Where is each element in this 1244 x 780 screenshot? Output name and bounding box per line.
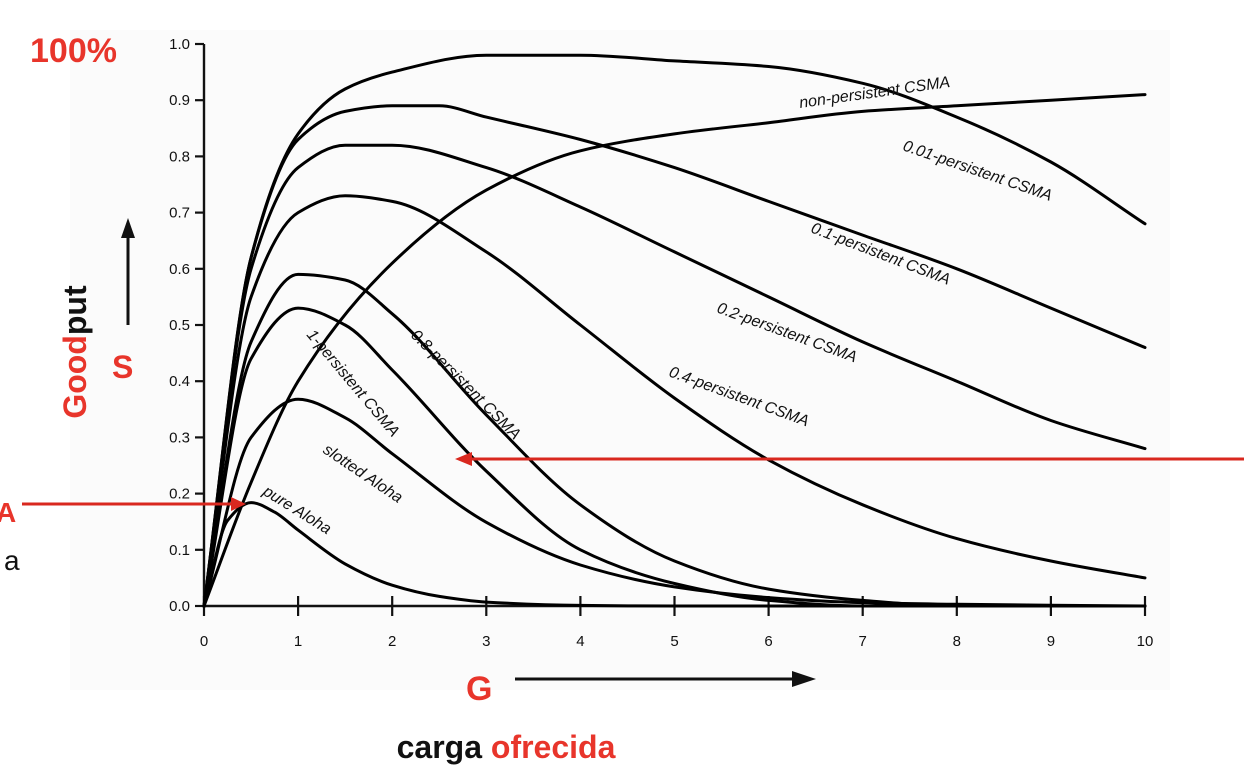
- x-tick-label: 6: [764, 633, 772, 650]
- x-label-part-2: ofrecida: [491, 729, 616, 765]
- x-tick-label: 10: [1137, 633, 1154, 650]
- x-tick-label: 7: [859, 633, 867, 650]
- y-tick-label: 0.8: [169, 148, 190, 165]
- left-fragment-top: A: [0, 497, 16, 528]
- y-axis-ticks: 0.0 0.1 0.2 0.3 0.4 0.5 0.6 0.7 0.8 0.9 1.0: [169, 36, 204, 615]
- y-tick-label: 0.9: [169, 92, 190, 109]
- y-tick-label: 0.2: [169, 486, 190, 503]
- plot-background: [70, 30, 1170, 690]
- x-tick-label: 1: [294, 633, 302, 650]
- x-tick-label: 9: [1047, 633, 1055, 650]
- y-tick-label: 0.7: [169, 205, 190, 222]
- series-line-pure-aloha: [202, 501, 1147, 608]
- y-label-part-2: put: [57, 285, 93, 335]
- y-tick-label: 1.0: [169, 36, 190, 53]
- x-tick-label: 2: [388, 633, 396, 650]
- x-direction-arrowhead: [792, 671, 816, 687]
- x-tick-label: 0: [200, 633, 208, 650]
- series-line-slotted-aloha: [202, 397, 1147, 608]
- y-direction-arrowhead: [121, 218, 135, 238]
- y-axis-label: Goodput: [57, 285, 93, 419]
- x-axis-label: carga ofrecida: [397, 729, 616, 765]
- right-annotation-arrowhead: [455, 452, 472, 466]
- x-tick-label: 8: [953, 633, 961, 650]
- y-tick-label: 0.0: [169, 598, 190, 615]
- curves-group: [202, 53, 1147, 608]
- series-line-0-1-persistent-csma: [202, 104, 1147, 608]
- x-symbol: G: [466, 670, 492, 708]
- top-annotation: 100%: [30, 32, 117, 70]
- y-tick-label: 0.4: [169, 373, 190, 390]
- y-tick-label: 0.1: [169, 542, 190, 559]
- x-tick-label: 5: [670, 633, 678, 650]
- x-label-part-1: carga: [397, 729, 483, 765]
- series-line-0-4-persistent-csma: [202, 194, 1147, 608]
- y-tick-label: 0.3: [169, 429, 190, 446]
- y-label-part-1: Good: [57, 335, 93, 419]
- y-symbol: S: [112, 349, 133, 385]
- y-tick-label: 0.6: [169, 261, 190, 278]
- x-tick-label: 3: [482, 633, 490, 650]
- x-tick-label: 4: [576, 633, 584, 650]
- series-line-0-2-persistent-csma: [202, 143, 1147, 608]
- y-tick-label: 0.5: [169, 317, 190, 334]
- left-fragment-bottom: a: [4, 545, 20, 576]
- left-annotation-arrowhead: [231, 497, 246, 511]
